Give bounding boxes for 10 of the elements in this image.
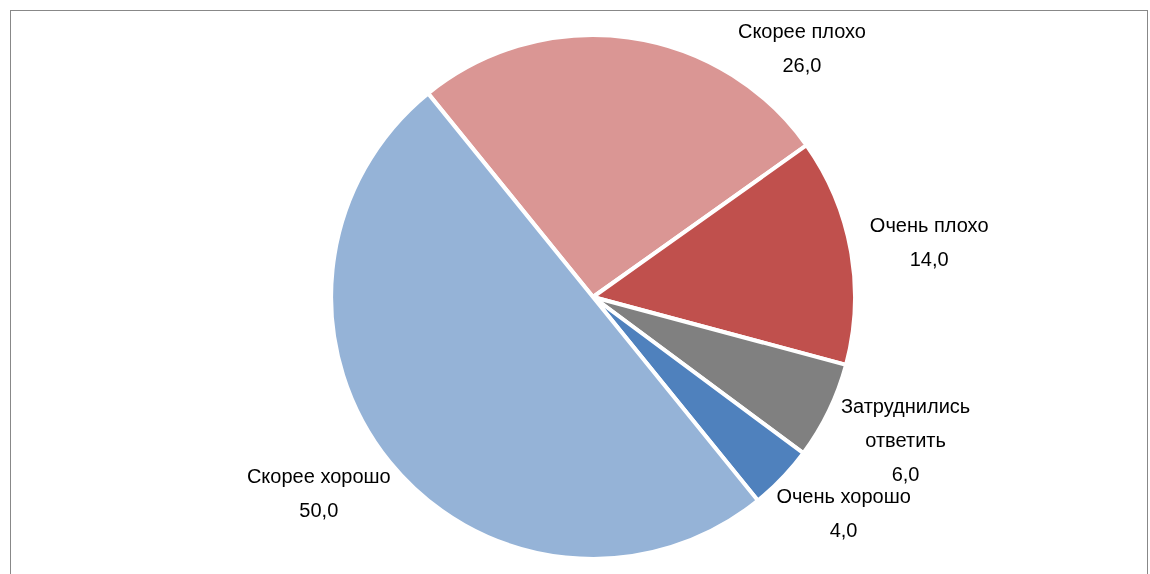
slice-label: Затруднились ответить [840, 394, 971, 451]
data-label: 14,0 [909, 247, 949, 270]
slice-label: Скорее плохо [737, 19, 866, 42]
slice-label: Скорее хорошо [246, 465, 391, 488]
data-label: 4,0 [829, 518, 858, 541]
slice-label: Очень плохо [869, 213, 989, 236]
data-label: 6,0 [891, 462, 920, 485]
slice-label: Очень хорошо [776, 484, 911, 507]
data-label: 50,0 [299, 499, 339, 522]
data-label: 26,0 [782, 53, 822, 76]
